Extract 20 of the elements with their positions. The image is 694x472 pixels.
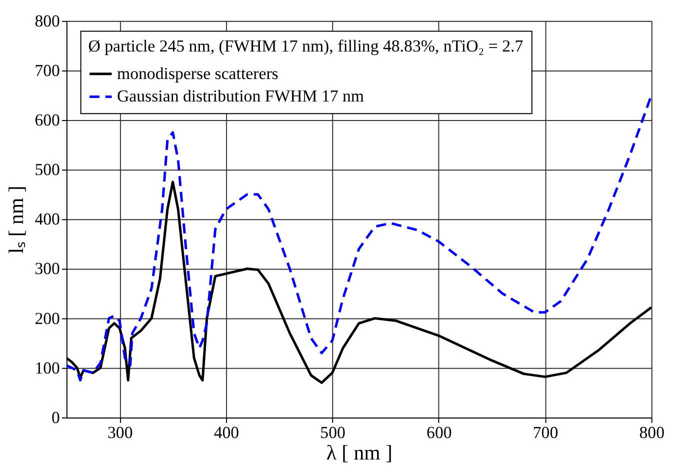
x-tick-label: 700	[532, 422, 558, 442]
y-tick-label: 0	[52, 408, 60, 427]
y-tick-label: 300	[34, 259, 60, 278]
x-axis-title: λ [ nm ]	[326, 440, 392, 465]
legend-label: Gaussian distribution FWHM 17 nm	[116, 86, 364, 106]
x-tick-label: 400	[214, 422, 240, 442]
y-tick-label: 600	[34, 110, 60, 130]
x-tick-label: 800	[639, 422, 664, 442]
y-tick-label: 200	[34, 308, 60, 328]
y-tick-label: 100	[34, 358, 60, 378]
y-tick-label: 400	[34, 210, 60, 229]
y-tick-label: 500	[34, 160, 60, 180]
legend-title: Ø particle 245 nm, (FWHM 17 nm), filling 48.83%, nTiO₂ = 2.7	[88, 36, 524, 56]
legend-label: monodisperse scatterers	[116, 64, 278, 83]
y-tick-label: 800	[34, 11, 60, 30]
x-tick-label: 300	[107, 422, 133, 442]
y-axis-title: lₛ [ nm ]	[4, 186, 28, 254]
x-tick-label: 500	[320, 422, 346, 442]
y-tick-label: 700	[34, 60, 60, 80]
x-tick-label: 600	[426, 422, 452, 442]
